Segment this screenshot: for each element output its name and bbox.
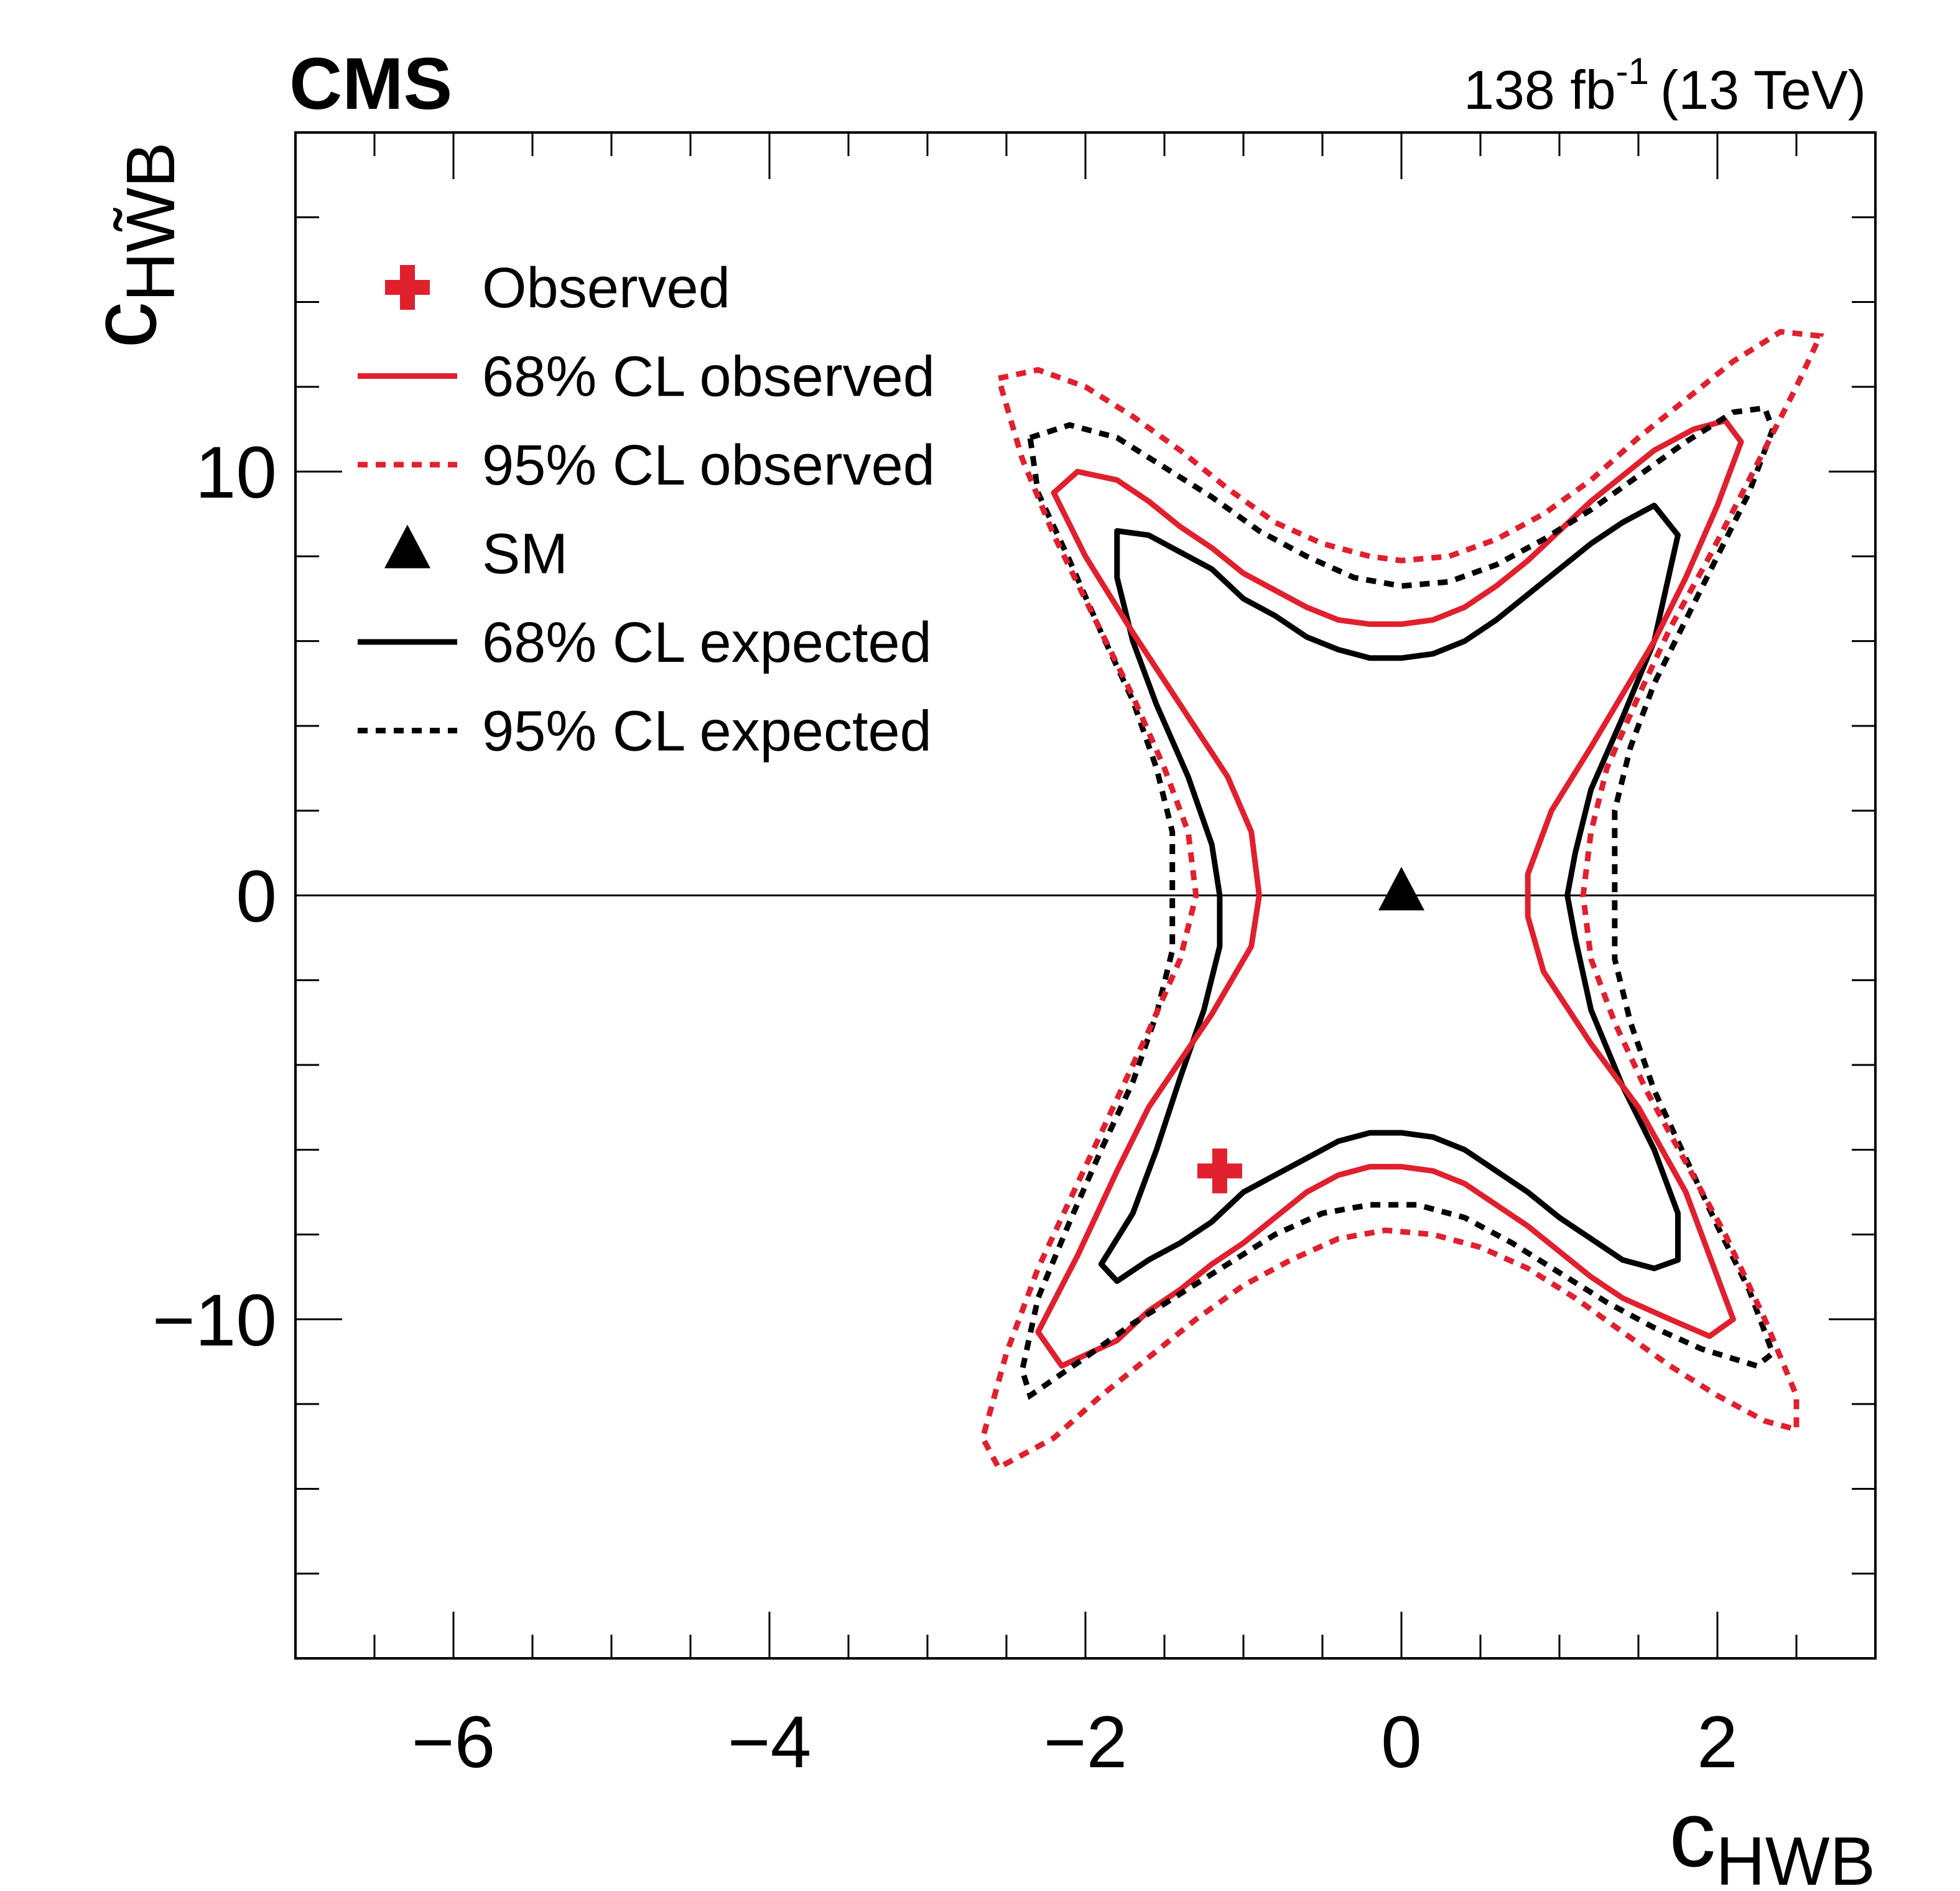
contours-layer [980,328,1824,1472]
contour-68-cl-expected [1098,503,1681,1285]
legend: Observed 68% CL observed 95% CL observed SM… [358,256,935,763]
legend-label: 68% CL observed [482,345,935,409]
y-axis-title-main: c [71,302,175,348]
sm-point-marker [1378,867,1424,911]
legend-entry: 68% CL observed [358,345,935,409]
y-axis-title-sub: HW̃B [113,142,189,302]
legend-label: 95% CL observed [482,434,935,497]
experiment-label: CMS [289,43,452,125]
legend-entry: Observed [385,256,730,320]
x-tick-label: −6 [412,1701,496,1783]
legend-label: 68% CL expected [482,611,932,674]
x-tick-label: −4 [728,1701,812,1783]
lumi-exponent: -1 [1616,50,1649,92]
legend-label: SM [482,523,568,586]
legend-label: 95% CL expected [482,700,932,763]
legend-entry: 95% CL expected [358,700,932,763]
markers-layer [1197,867,1424,1194]
energy-label: (13 TeV) [1660,59,1866,121]
legend-entry: 95% CL observed [358,434,935,497]
x-axis-title-main: c [1669,1782,1716,1886]
luminosity-label: 138 fb-1 (13 TeV) [1464,50,1866,121]
legend-triangle-icon [384,524,430,569]
ticks-layer: −6 −4 −2 0 2 −10 0 10 [152,132,1875,1783]
y-tick-label: 10 [195,432,277,514]
y-tick-label: −10 [152,1280,277,1362]
x-tick-label: 0 [1381,1701,1422,1783]
x-tick-label: −2 [1044,1701,1128,1783]
legend-entry: SM [384,523,568,586]
legend-entry: 68% CL expected [358,611,932,674]
x-tick-label: 2 [1697,1701,1738,1783]
legend-cross-icon [385,265,430,310]
y-axis-title: cHW̃B [71,142,189,348]
x-axis-title-sub: HWB [1716,1823,1875,1891]
y-tick-label: 0 [236,856,277,938]
x-axis-title: cHWB [1669,1782,1875,1891]
contour-68-cl-observed [1035,417,1744,1369]
lumi-value: 138 fb [1464,59,1616,121]
legend-label: Observed [482,256,730,320]
observed-point-marker [1197,1148,1242,1194]
contour-95-cl-expected [1019,404,1777,1400]
